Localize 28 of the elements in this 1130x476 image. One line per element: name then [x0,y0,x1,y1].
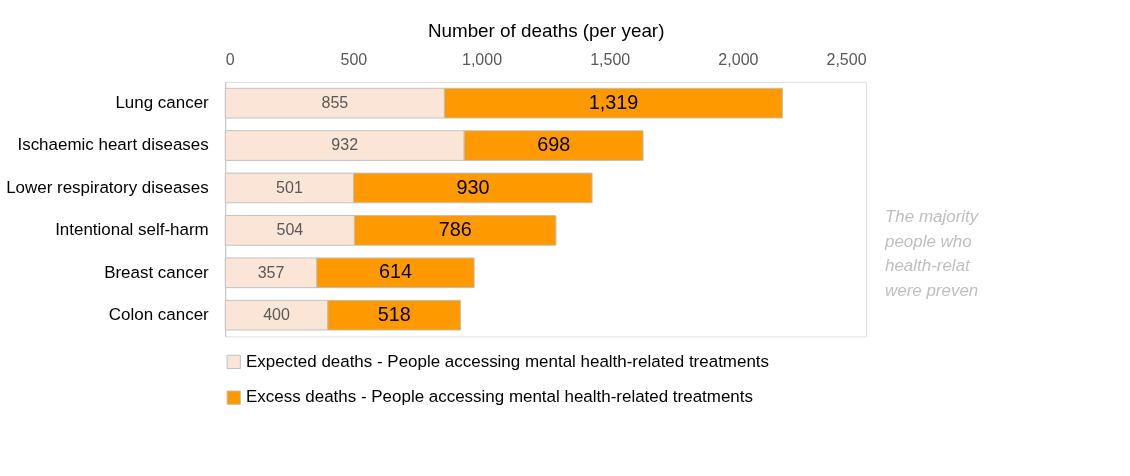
data-label: 698 [537,133,571,156]
legend-label: Expected deaths - People accessing mental health-related treatments [245,351,770,371]
x-tick-label: 0 [225,50,235,69]
data-label: 400 [263,304,290,323]
y-tick-label: Intentional self-harm [55,220,209,240]
x-tick-label: 1,500 [590,50,631,69]
y-tick-label: Colon cancer [108,304,210,324]
text: The majority people who health-relat were preven [883,207,980,300]
x-tick-label: 2,500 [826,50,867,69]
data-label: 357 [257,262,285,281]
data-label: 614 [378,260,412,283]
data-label: 504 [276,220,304,239]
data-label: 501 [276,177,303,196]
data-label: 518 [377,302,411,325]
x-tick-label: 1,000 [462,50,503,69]
x-tick-label: 2,000 [718,50,759,69]
y-tick-label: Breast cancer [104,262,210,282]
data-label: 1,319 [588,90,639,113]
data-label: 932 [331,135,359,154]
data-label: 855 [321,92,349,111]
legend-label: Excess deaths - People accessing mental health-related treatments [245,387,753,407]
data-label: 930 [456,175,490,198]
y-tick-label: Lung cancer [115,92,210,112]
y-tick-label: Ischaemic heart diseases [17,135,209,155]
y-tick-label: Lower respiratory diseases [6,177,209,197]
data-label: 786 [438,218,472,241]
x-axis-title: Number of deaths (per year) [427,20,665,42]
x-tick-label: 500 [340,50,368,69]
